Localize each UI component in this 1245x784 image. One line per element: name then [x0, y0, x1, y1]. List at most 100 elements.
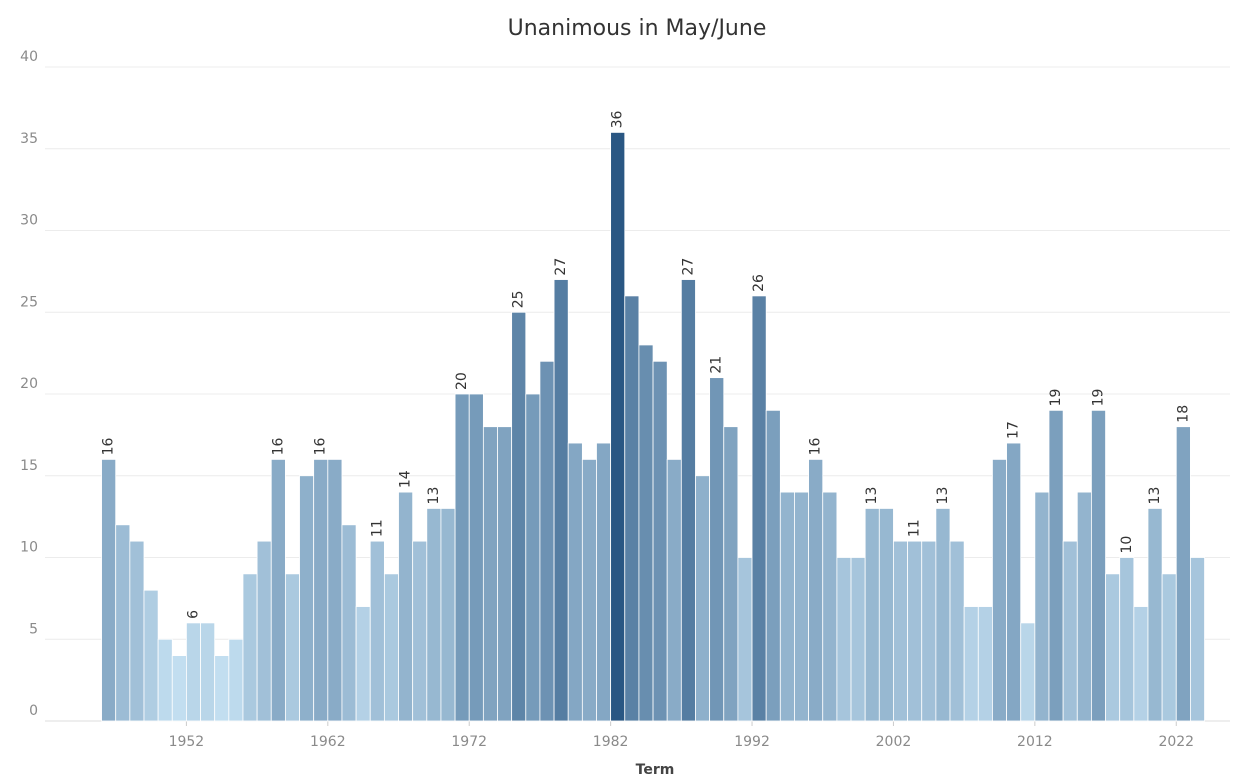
- x-tick-label: 2002: [876, 734, 912, 750]
- bar: [412, 540, 428, 722]
- bar: [525, 393, 541, 722]
- bar: [963, 606, 979, 722]
- bar: [553, 279, 569, 722]
- bar: [1175, 426, 1191, 722]
- data-label: 16: [313, 437, 329, 455]
- data-label: 13: [935, 487, 951, 505]
- bar: [666, 458, 682, 722]
- bar: [779, 491, 795, 722]
- bar: [652, 360, 668, 722]
- bar: [680, 279, 696, 722]
- bar: [369, 540, 385, 722]
- data-label: 20: [454, 372, 470, 390]
- data-label: 18: [1175, 405, 1191, 423]
- bar: [864, 508, 880, 722]
- bar: [850, 557, 866, 722]
- data-label: 13: [426, 487, 442, 505]
- bar: [341, 524, 357, 722]
- data-label: 11: [369, 519, 385, 537]
- bar: [794, 491, 810, 722]
- bar: [299, 475, 315, 722]
- bar: [822, 491, 838, 722]
- data-label: 19: [1048, 389, 1064, 407]
- y-tick-label: 15: [20, 458, 38, 474]
- chart-title: Unanimous in May/June: [508, 16, 767, 41]
- bar: [539, 360, 555, 722]
- data-label: 19: [1090, 389, 1106, 407]
- bar: [143, 589, 159, 722]
- bar: [1105, 573, 1121, 722]
- data-label: 36: [610, 110, 626, 128]
- x-tick-label: 2022: [1158, 734, 1194, 750]
- data-label: 13: [1147, 487, 1163, 505]
- bar: [921, 540, 937, 722]
- bar: [765, 409, 781, 722]
- bar: [581, 458, 597, 722]
- y-tick-label: 40: [20, 49, 38, 65]
- data-label: 10: [1119, 536, 1135, 554]
- bar: [1147, 508, 1163, 722]
- bar: [907, 540, 923, 722]
- bar: [624, 295, 640, 722]
- bar: [313, 458, 329, 722]
- y-tick-label: 10: [20, 540, 38, 556]
- bar: [355, 606, 371, 722]
- bar: [468, 393, 484, 722]
- bar: [497, 426, 513, 722]
- bar: [1076, 491, 1092, 722]
- bar: [327, 458, 343, 722]
- data-label: 25: [511, 290, 527, 308]
- bar: [737, 557, 753, 722]
- bar: [977, 606, 993, 722]
- bar: [567, 442, 583, 722]
- bar: [186, 622, 201, 722]
- bar: [1062, 540, 1078, 722]
- data-label: 11: [907, 519, 923, 537]
- x-tick-label: 2012: [1017, 734, 1053, 750]
- bar: [1048, 409, 1064, 722]
- x-tick-label: 1992: [734, 734, 770, 750]
- data-label: 16: [808, 437, 824, 455]
- bar: [129, 540, 145, 722]
- y-tick-label: 5: [29, 621, 38, 637]
- data-label: 26: [751, 274, 767, 292]
- data-label: 17: [1006, 421, 1022, 439]
- data-label: 21: [709, 356, 725, 374]
- bar: [1190, 557, 1205, 722]
- bar: [808, 458, 824, 722]
- y-tick-label: 30: [20, 213, 38, 229]
- data-label: 27: [553, 258, 569, 276]
- x-tick-label: 1982: [593, 734, 629, 750]
- bar: [893, 540, 908, 722]
- y-tick-label: 25: [20, 294, 38, 310]
- bar: [398, 491, 414, 722]
- bar: [1034, 491, 1050, 722]
- bar: [284, 573, 300, 722]
- bar: [1091, 409, 1106, 722]
- bar: [228, 638, 244, 722]
- bar: [242, 573, 258, 722]
- bar: [1020, 622, 1036, 722]
- bar: [200, 622, 216, 722]
- x-axis-label: Term: [636, 762, 675, 778]
- bar: [610, 131, 626, 722]
- data-label: 13: [864, 487, 880, 505]
- bar: [157, 638, 173, 722]
- y-tick-label: 35: [20, 131, 38, 147]
- bar: [1006, 442, 1022, 722]
- bar: [638, 344, 654, 722]
- bar: [440, 508, 456, 722]
- bar: [115, 524, 131, 722]
- bar: [214, 655, 230, 722]
- x-tick-label: 1972: [451, 734, 487, 750]
- y-tick-label: 0: [29, 703, 38, 719]
- bar: [751, 295, 767, 722]
- bar: [270, 458, 286, 722]
- bar: [383, 573, 399, 722]
- data-label: 14: [398, 470, 414, 488]
- bar: [949, 540, 965, 722]
- bar: [1133, 606, 1149, 722]
- bar: [426, 508, 442, 722]
- bar: [101, 458, 117, 722]
